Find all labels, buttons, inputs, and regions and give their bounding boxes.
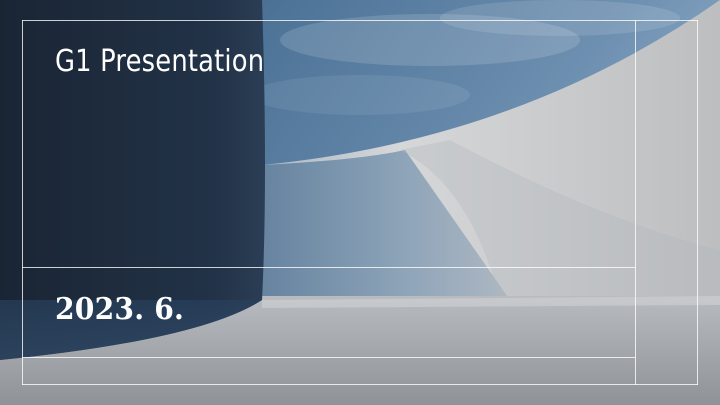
frame-line-inner-right xyxy=(635,20,636,385)
frame-line-mid xyxy=(22,267,636,268)
frame-line-lower xyxy=(22,357,636,358)
slide-date: 2023. 6. xyxy=(55,292,185,327)
frame-line-right xyxy=(697,20,698,385)
frame-line-left xyxy=(22,20,23,385)
frame-line-bottom xyxy=(22,384,698,385)
slide-title: G1 Presentation xyxy=(55,44,265,79)
frame-line-top xyxy=(22,20,698,21)
